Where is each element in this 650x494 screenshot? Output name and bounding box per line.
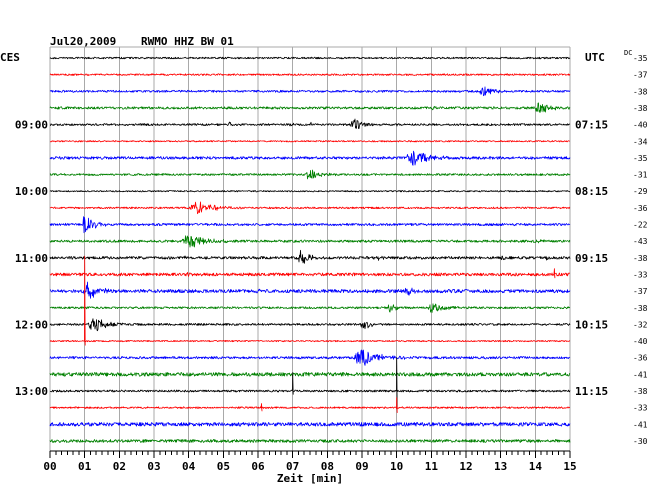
dc-offset-label: -29 [633,187,648,196]
dc-offset-label: -31 [633,171,648,180]
x-tick-label: 00 [43,460,56,473]
dc-offset-label: -36 [633,354,648,363]
x-tick-label: 05 [217,460,230,473]
trace-5 [49,140,570,143]
utc-time-label: 07:15 [575,119,608,132]
dc-offset-label: -37 [633,71,648,80]
title-station: RWMO HHZ BW 01 [141,35,234,48]
dc-offset-label: -37 [633,287,648,296]
local-time-label: 13:00 [15,385,48,398]
utc-time-label: 08:15 [575,185,608,198]
x-tick-label: 09 [355,460,368,473]
trace-2 [49,86,571,97]
x-tick-label: 11 [425,460,439,473]
trace-6 [49,150,571,166]
trace-18 [49,349,571,366]
trace-4 [49,118,571,130]
trace-11 [49,235,571,248]
dc-offset-label: -33 [633,270,648,279]
x-tick-label: 13 [494,460,507,473]
dc-offset-label: -33 [633,404,648,413]
dc-offset-label: -30 [633,437,648,446]
dc-offset-label: -41 [633,420,648,429]
trace-1 [49,73,571,76]
right-timezone-label: UTC [585,51,605,64]
trace-7 [49,169,571,180]
trace-3 [49,102,571,113]
dc-offset-label: -38 [633,104,648,113]
trace-22 [49,422,571,427]
traces [49,56,571,443]
dc-offset-label: -38 [633,87,648,96]
dc-offset-label: -38 [633,254,648,263]
trace-17 [49,255,571,346]
trace-15 [49,303,571,314]
utc-time-label: 11:15 [575,385,608,398]
local-time-label: 09:00 [15,119,48,132]
x-tick-label: 03 [147,460,160,473]
dc-offset-label: -35 [633,54,648,63]
dc-offset-label: -35 [633,154,648,163]
trace-8 [49,190,571,193]
x-axis-title: Zeit [min] [277,472,343,485]
x-tick-label: 02 [113,460,126,473]
utc-time-label: 10:15 [575,318,608,331]
dc-offset-label: -43 [633,237,648,246]
trace-16 [49,318,571,332]
dc-offset-label: -34 [633,137,648,146]
grid [49,46,571,451]
trace-19 [49,372,571,377]
title-date: Jul20,2009 [50,35,116,48]
dc-offset-label: -32 [633,320,648,329]
utc-time-label: 09:15 [575,252,608,265]
dc-offset-label: -40 [633,337,648,346]
row-labels: -35 -37 -38 -38 -40 09:00 07:15 -34 -35 -31 -29 10:… [15,54,648,446]
trace-21 [49,397,570,414]
trace-13 [49,268,570,279]
dc-offset-label: -38 [633,304,648,313]
x-tick-label: 04 [182,460,196,473]
dc-offset-label: -38 [633,387,648,396]
left-timezone-label: CES [0,51,20,64]
trace-14 [49,281,571,299]
x-tick-label: 08 [321,460,334,473]
dc-offset-label: -40 [633,121,648,130]
dc-offset-label: -36 [633,204,648,213]
trace-9 [49,201,571,215]
trace-23 [49,439,571,443]
x-axis: 00 01 02 03 04 05 06 07 08 09 10 11 12 13 14 15 [43,450,577,473]
local-time-label: 11:00 [15,252,48,265]
trace-10 [49,216,571,234]
dc-header-label: DC [624,49,632,57]
trace-20 [49,357,571,410]
local-time-label: 12:00 [15,318,48,331]
x-tick-label: 01 [78,460,92,473]
x-tick-label: 06 [251,460,265,473]
trace-12 [49,249,571,264]
local-time-label: 10:00 [15,185,48,198]
dc-offset-label: -22 [633,221,648,230]
x-tick-label: 12 [459,460,472,473]
dc-offset-label: -41 [633,370,648,379]
x-tick-label: 07 [286,460,299,473]
trace-0 [49,56,571,60]
x-tick-label: 14 [529,460,543,473]
x-tick-label: 10 [390,460,403,473]
x-tick-label: 15 [563,460,576,473]
